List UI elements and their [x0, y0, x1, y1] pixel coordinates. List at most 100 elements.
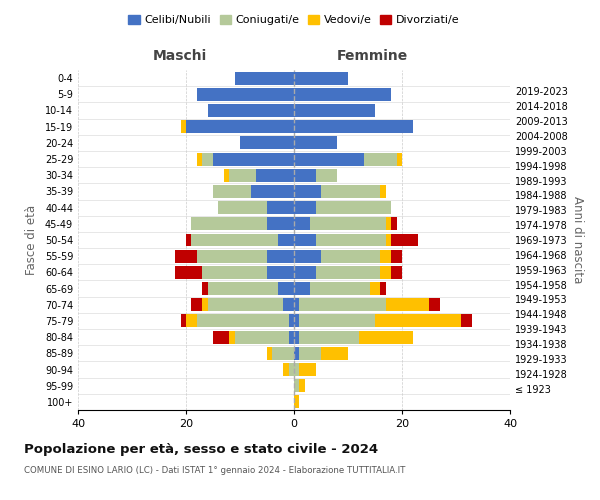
Bar [278, 282, 294, 295]
Bar [294, 218, 310, 230]
Bar [397, 152, 402, 166]
Bar [316, 201, 391, 214]
Bar [294, 169, 316, 181]
Bar [289, 363, 294, 376]
Bar [294, 330, 299, 344]
Bar [299, 347, 321, 360]
Bar [229, 330, 235, 344]
Bar [375, 314, 461, 328]
Bar [213, 330, 229, 344]
Bar [316, 234, 386, 246]
Bar [386, 234, 391, 246]
Y-axis label: Anni di nascita: Anni di nascita [571, 196, 584, 284]
Bar [294, 185, 321, 198]
Bar [294, 136, 337, 149]
Bar [202, 152, 213, 166]
Bar [299, 330, 359, 344]
Y-axis label: Fasce di età: Fasce di età [25, 205, 38, 275]
Bar [191, 218, 267, 230]
Bar [294, 396, 299, 408]
Bar [294, 88, 391, 101]
Bar [316, 169, 337, 181]
Bar [310, 218, 386, 230]
Bar [359, 330, 413, 344]
Bar [299, 363, 316, 376]
Bar [267, 250, 294, 262]
Bar [224, 169, 229, 181]
Bar [391, 250, 402, 262]
Bar [461, 314, 472, 328]
Bar [267, 218, 294, 230]
Bar [294, 282, 310, 295]
Bar [213, 152, 294, 166]
Bar [272, 347, 294, 360]
Bar [316, 266, 380, 279]
Bar [294, 234, 316, 246]
Text: COMUNE DI ESINO LARIO (LC) - Dati ISTAT 1° gennaio 2024 - Elaborazione TUTTITALI: COMUNE DI ESINO LARIO (LC) - Dati ISTAT … [24, 466, 406, 475]
Bar [294, 266, 316, 279]
Bar [175, 250, 197, 262]
Bar [294, 250, 321, 262]
Bar [186, 314, 197, 328]
Bar [370, 282, 380, 295]
Bar [267, 201, 294, 214]
Bar [321, 250, 380, 262]
Bar [202, 298, 208, 311]
Bar [299, 379, 305, 392]
Bar [213, 185, 251, 198]
Bar [294, 347, 299, 360]
Bar [310, 282, 370, 295]
Bar [181, 314, 186, 328]
Bar [380, 282, 386, 295]
Bar [299, 314, 375, 328]
Bar [294, 298, 299, 311]
Bar [380, 266, 391, 279]
Bar [321, 185, 380, 198]
Bar [294, 104, 375, 117]
Bar [197, 314, 289, 328]
Bar [197, 88, 294, 101]
Bar [294, 363, 299, 376]
Bar [283, 298, 294, 311]
Bar [299, 298, 386, 311]
Legend: Celibi/Nubili, Coniugati/e, Vedovi/e, Divorziati/e: Celibi/Nubili, Coniugati/e, Vedovi/e, Di… [124, 10, 464, 30]
Bar [278, 234, 294, 246]
Bar [294, 314, 299, 328]
Bar [294, 72, 348, 85]
Bar [267, 347, 272, 360]
Bar [181, 120, 186, 133]
Bar [391, 266, 402, 279]
Bar [429, 298, 440, 311]
Bar [256, 169, 294, 181]
Bar [289, 314, 294, 328]
Bar [289, 330, 294, 344]
Text: Popolazione per età, sesso e stato civile - 2024: Popolazione per età, sesso e stato civil… [24, 442, 378, 456]
Bar [251, 185, 294, 198]
Bar [391, 218, 397, 230]
Bar [240, 136, 294, 149]
Bar [386, 298, 429, 311]
Bar [391, 234, 418, 246]
Bar [208, 298, 283, 311]
Bar [191, 234, 278, 246]
Bar [321, 347, 348, 360]
Bar [191, 298, 202, 311]
Bar [294, 379, 299, 392]
Bar [386, 218, 391, 230]
Bar [229, 169, 256, 181]
Bar [175, 266, 202, 279]
Bar [380, 250, 391, 262]
Bar [197, 250, 267, 262]
Bar [380, 185, 386, 198]
Bar [208, 104, 294, 117]
Text: Femmine: Femmine [337, 48, 407, 62]
Bar [186, 234, 191, 246]
Bar [294, 152, 364, 166]
Bar [208, 282, 278, 295]
Bar [294, 201, 316, 214]
Bar [283, 363, 289, 376]
Bar [267, 266, 294, 279]
Bar [364, 152, 397, 166]
Bar [202, 266, 267, 279]
Bar [235, 330, 289, 344]
